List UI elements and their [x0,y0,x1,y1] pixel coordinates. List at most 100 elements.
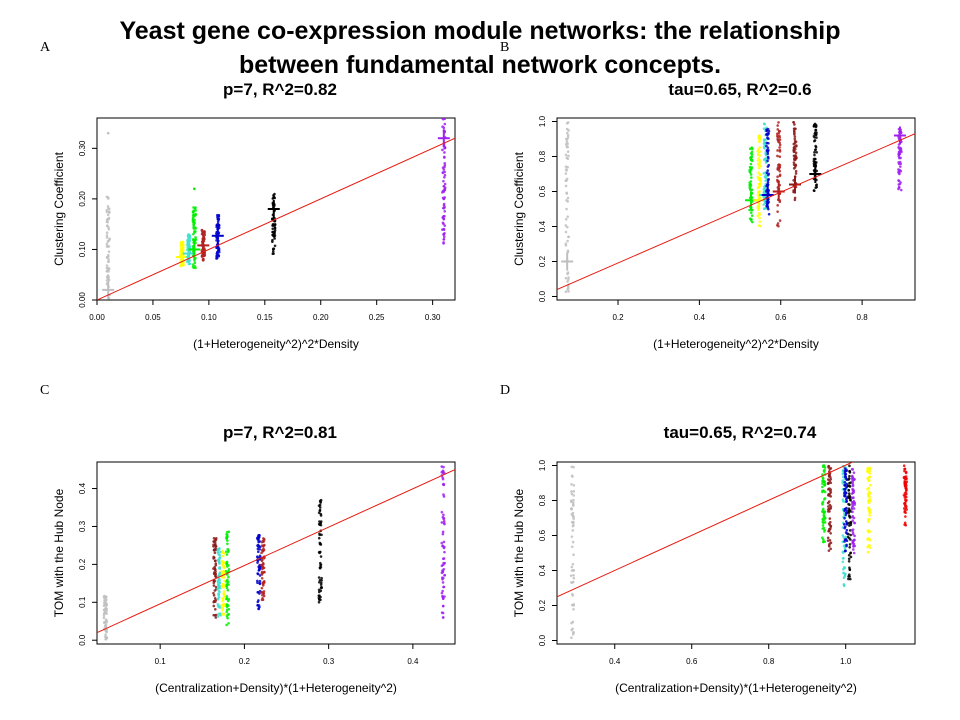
data-point [762,122,766,126]
data-point [214,547,217,550]
data-point [828,510,831,513]
data-point [317,576,321,579]
data-point [866,506,870,510]
data-point [758,159,762,162]
data-point [105,612,108,615]
data-point [108,237,111,241]
data-point [777,140,780,143]
data-point [443,550,446,554]
data-point [762,207,766,211]
data-point [225,560,229,564]
data-point [794,154,797,157]
data-point [216,602,220,606]
data-point [218,578,221,582]
data-point [793,135,797,138]
data-point [104,623,108,626]
data-point [903,479,907,483]
data-point [765,177,768,180]
data-point [899,149,903,153]
data-point [256,572,259,575]
data-point [868,510,872,514]
data-point [766,146,770,150]
data-point [902,464,906,468]
data-point [193,187,196,191]
data-point [749,185,752,188]
data-point [193,231,196,234]
data-point [750,214,754,217]
data-point [767,132,770,135]
data-point [778,150,782,153]
data-point [221,606,224,610]
data-point [570,465,574,469]
data-point [440,465,444,468]
data-point [566,196,570,200]
data-point [319,514,323,517]
data-point [218,561,221,565]
data-point [221,608,224,612]
panel-letter-d: D [500,383,511,398]
x-tick-label: 0.30 [425,313,441,322]
data-point [846,535,850,539]
data-point [217,548,221,551]
data-point [759,181,762,185]
data-point [572,576,576,580]
data-point [567,129,570,132]
data-point [897,145,900,149]
data-point [778,219,782,222]
data-point [822,464,826,467]
data-point [903,492,907,495]
data-point [776,149,779,152]
data-point [222,566,226,570]
data-point [107,216,111,220]
data-point [848,464,851,468]
series-strip [826,464,833,552]
series-strip [317,498,324,604]
data-point [440,521,444,524]
data-point [851,519,854,523]
data-point [318,594,321,598]
data-point [827,544,831,548]
data-point [216,550,220,554]
data-point [852,507,856,510]
data-point [822,513,826,517]
data-point [848,474,851,478]
data-point [221,549,225,553]
data-point [442,513,445,517]
data-point [218,590,221,594]
series-strip [188,187,201,270]
data-point [767,157,770,160]
data-point [442,206,446,210]
data-point [828,517,832,520]
data-point [571,503,575,507]
data-point [260,551,263,555]
plot-frame [556,117,916,301]
data-point [749,162,753,166]
series-strip [102,594,109,641]
data-point [794,169,798,173]
data-point [845,499,849,503]
data-point [868,539,872,542]
data-point [750,150,754,154]
data-point [759,135,762,138]
data-point [759,164,762,168]
data-point [566,133,570,137]
series-strip [267,192,280,256]
x-tick-label: 1.0 [840,657,852,666]
data-point [220,585,224,588]
data-point [842,491,846,495]
data-point [443,224,447,227]
data-point [792,120,795,124]
data-point [821,527,825,530]
data-point [778,173,782,177]
data-point [441,594,444,598]
data-point [821,489,824,493]
data-point [106,213,110,217]
data-point [104,633,107,636]
data-point [262,537,266,541]
data-point [565,121,569,125]
data-point [257,607,261,610]
x-tick-label: 0.2 [239,657,251,666]
plot-frame [96,117,456,301]
data-point [566,239,569,243]
data-point [569,574,573,577]
